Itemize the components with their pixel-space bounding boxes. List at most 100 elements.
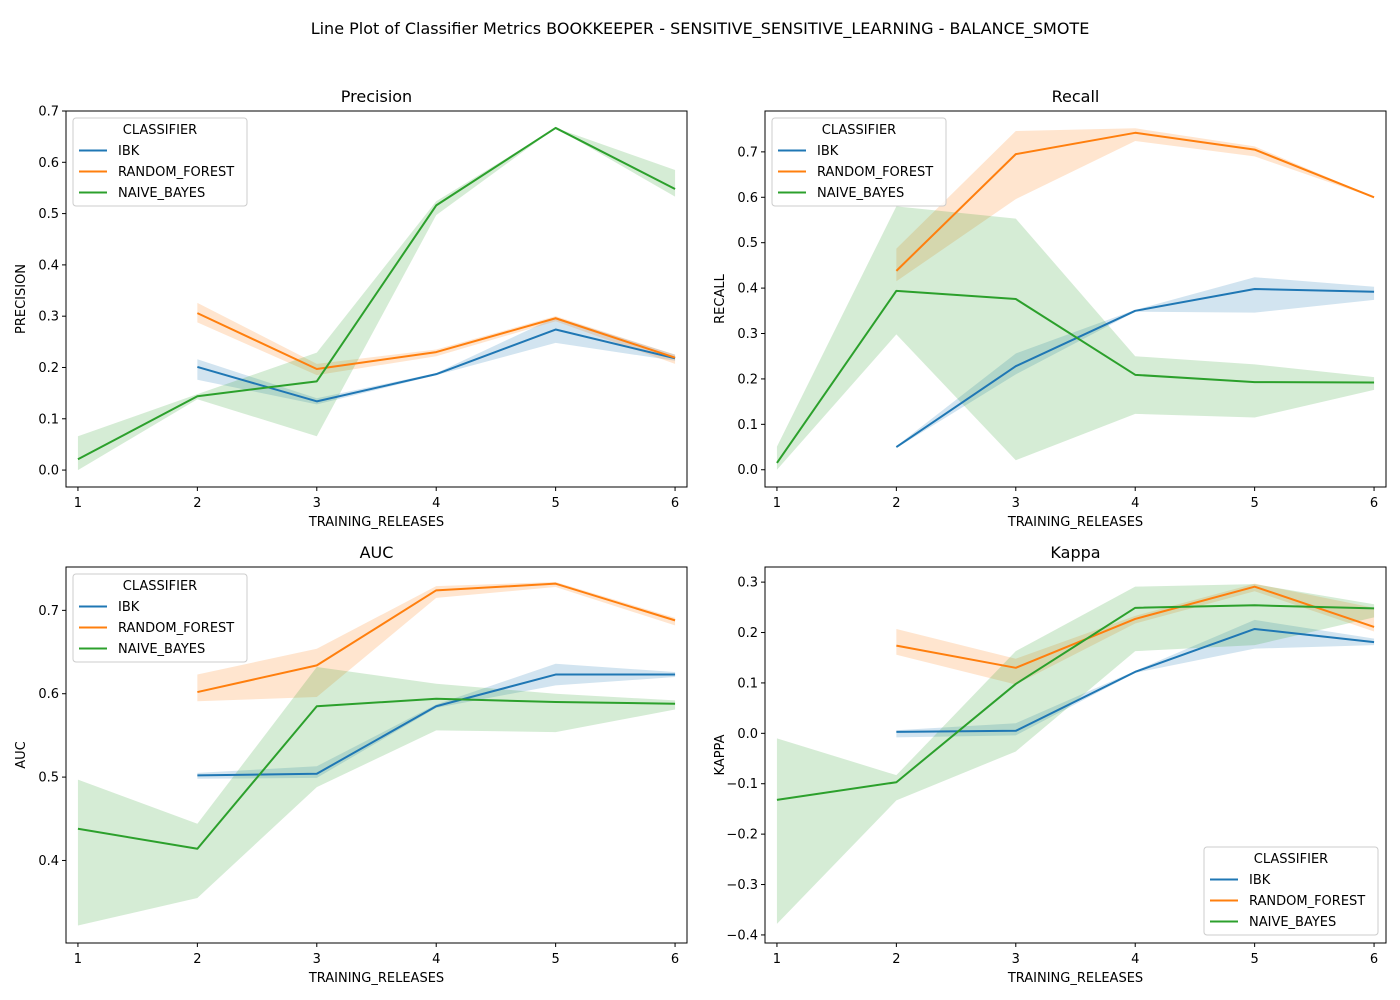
- y-tick-label: 0.6: [38, 156, 59, 171]
- chart-panel-auc: 1 2 3 4 5 6 0.4 0.5 0.6 0.7 AUC TRAINING_RELEASES AU…: [14, 543, 688, 986]
- y-tick-label: 0.1: [737, 676, 758, 691]
- ci-band-ibk: [896, 619, 1375, 738]
- legend-entry: IBK: [118, 144, 140, 159]
- y-tick-label: −0.1: [726, 777, 758, 792]
- legend-box: [72, 117, 248, 207]
- ci-band-random_forest: [197, 582, 676, 702]
- y-tick-label: 0.5: [38, 207, 59, 222]
- legend: CLASSIFIER IBK RANDOM_FOREST NAIVE_BAYES: [771, 117, 947, 207]
- y-tick-label: 0.0: [38, 464, 59, 479]
- y-axis-label: RECALL: [713, 273, 728, 323]
- x-tick-label: 6: [1370, 952, 1378, 967]
- y-tick-label: 0.7: [737, 145, 758, 160]
- legend-title: CLASSIFIER: [123, 123, 197, 138]
- legend-box: [1203, 846, 1379, 936]
- y-tick-label: 0.3: [737, 576, 758, 591]
- y-tick-label: 0.6: [38, 687, 59, 702]
- x-axis-label: TRAINING_RELEASES: [308, 515, 444, 530]
- y-tick-label: 0.4: [38, 854, 59, 869]
- x-tick-label: 4: [432, 496, 440, 511]
- x-tick-label: 5: [551, 952, 559, 967]
- x-tick-label: 4: [1131, 496, 1139, 511]
- legend-entry: RANDOM_FOREST: [1249, 894, 1365, 909]
- x-tick-label: 4: [432, 952, 440, 967]
- series-line-naive_bayes: [77, 126, 676, 461]
- series-line-naive_bayes: [77, 697, 676, 850]
- series-line-naive_bayes: [776, 604, 1375, 801]
- y-tick-label: 0.2: [737, 372, 758, 387]
- legend-entry: NAIVE_BAYES: [1249, 915, 1336, 930]
- y-tick-label: 0.2: [38, 361, 59, 376]
- x-tick-label: 2: [892, 952, 900, 967]
- panel-title: AUC: [360, 543, 394, 562]
- ci-band-random_forest: [896, 128, 1375, 282]
- legend-entry: NAIVE_BAYES: [118, 642, 205, 657]
- y-axis-label: AUC: [14, 741, 29, 769]
- x-tick-label: 5: [551, 496, 559, 511]
- y-tick-label: 0.7: [38, 604, 59, 619]
- legend-entry: RANDOM_FOREST: [118, 621, 234, 636]
- panel-title: Kappa: [1050, 543, 1100, 562]
- x-tick-label: 3: [313, 952, 321, 967]
- ci-band-random_forest: [197, 302, 676, 376]
- y-axis-label: KAPPA: [713, 734, 728, 775]
- ci-band-ibk: [197, 317, 676, 405]
- legend: CLASSIFIER IBK RANDOM_FOREST NAIVE_BAYES: [72, 573, 248, 663]
- x-tick-label: 1: [773, 496, 781, 511]
- y-tick-label: −0.3: [726, 878, 758, 893]
- chart-panel-recall: 1 2 3 4 5 6 0.0 0.1 0.2 0.3 0.4 0.5 0.6 0.7 Recall TRAI…: [713, 87, 1387, 530]
- x-tick-label: 2: [193, 496, 201, 511]
- y-tick-label: 0.6: [737, 191, 758, 206]
- chart-panel-precision: 1 2 3 4 5 6 0.0 0.1 0.2 0.3 0.4 0.5 0.6 0.7 Precision T…: [14, 87, 688, 530]
- panel-title: Recall: [1052, 87, 1100, 106]
- x-tick-label: 5: [1250, 496, 1258, 511]
- y-tick-label: 0.1: [737, 418, 758, 433]
- y-tick-label: 0.0: [737, 727, 758, 742]
- x-tick-label: 6: [671, 496, 679, 511]
- legend-entry: IBK: [817, 144, 839, 159]
- legend-entry: NAIVE_BAYES: [817, 186, 904, 201]
- axes-frame: [764, 566, 1387, 944]
- x-tick-label: 6: [1370, 496, 1378, 511]
- axes-frame: [65, 566, 688, 944]
- x-tick-label: 4: [1131, 952, 1139, 967]
- x-tick-label: 3: [1012, 952, 1020, 967]
- x-tick-label: 6: [671, 952, 679, 967]
- x-tick-label: 1: [74, 952, 82, 967]
- chart-panel-kappa: 1 2 3 4 5 6 −0.4 −0.3 −0.2 −0.1 0.0 0.1 0.2 0.3 Kappa T…: [713, 543, 1387, 986]
- x-tick-label: 5: [1250, 952, 1258, 967]
- y-tick-label: 0.0: [737, 463, 758, 478]
- x-tick-label: 3: [1012, 496, 1020, 511]
- legend-box: [771, 117, 947, 207]
- y-tick-label: −0.4: [726, 928, 758, 943]
- y-axis-label: PRECISION: [14, 264, 29, 334]
- axes-frame: [764, 110, 1387, 488]
- legend-title: CLASSIFIER: [822, 123, 896, 138]
- legend-box: [72, 573, 248, 663]
- y-tick-label: 0.4: [737, 282, 758, 297]
- y-tick-label: 0.5: [737, 236, 758, 251]
- y-tick-label: 0.2: [737, 626, 758, 641]
- figure-title: Line Plot of Classifier Metrics BOOKKEEP…: [311, 19, 1090, 39]
- y-tick-label: 0.5: [38, 771, 59, 786]
- x-tick-label: 1: [773, 952, 781, 967]
- legend: CLASSIFIER IBK RANDOM_FOREST NAIVE_BAYES: [72, 117, 248, 207]
- y-tick-label: 0.3: [38, 310, 59, 325]
- ci-band-random_forest: [896, 583, 1375, 685]
- chart-panels: 1 2 3 4 5 6 0.0 0.1 0.2 0.3 0.4 0.5 0.6 0.7 Precision T…: [14, 87, 1387, 986]
- x-tick-label: 1: [74, 496, 82, 511]
- ci-band-naive_bayes: [77, 127, 676, 471]
- legend: CLASSIFIER IBK RANDOM_FOREST NAIVE_BAYES: [1203, 846, 1379, 936]
- legend-entry: IBK: [1249, 873, 1271, 888]
- y-tick-label: 0.4: [38, 258, 59, 273]
- x-axis-label: TRAINING_RELEASES: [1007, 515, 1143, 530]
- legend-entry: NAIVE_BAYES: [118, 186, 205, 201]
- x-axis-label: TRAINING_RELEASES: [1007, 971, 1143, 986]
- series-line-naive_bayes: [776, 289, 1375, 464]
- y-tick-label: −0.2: [726, 828, 758, 843]
- ci-band-naive_bayes: [77, 667, 676, 926]
- ci-band-naive_bayes: [776, 584, 1375, 924]
- x-tick-label: 3: [313, 496, 321, 511]
- y-tick-label: 0.7: [38, 105, 59, 120]
